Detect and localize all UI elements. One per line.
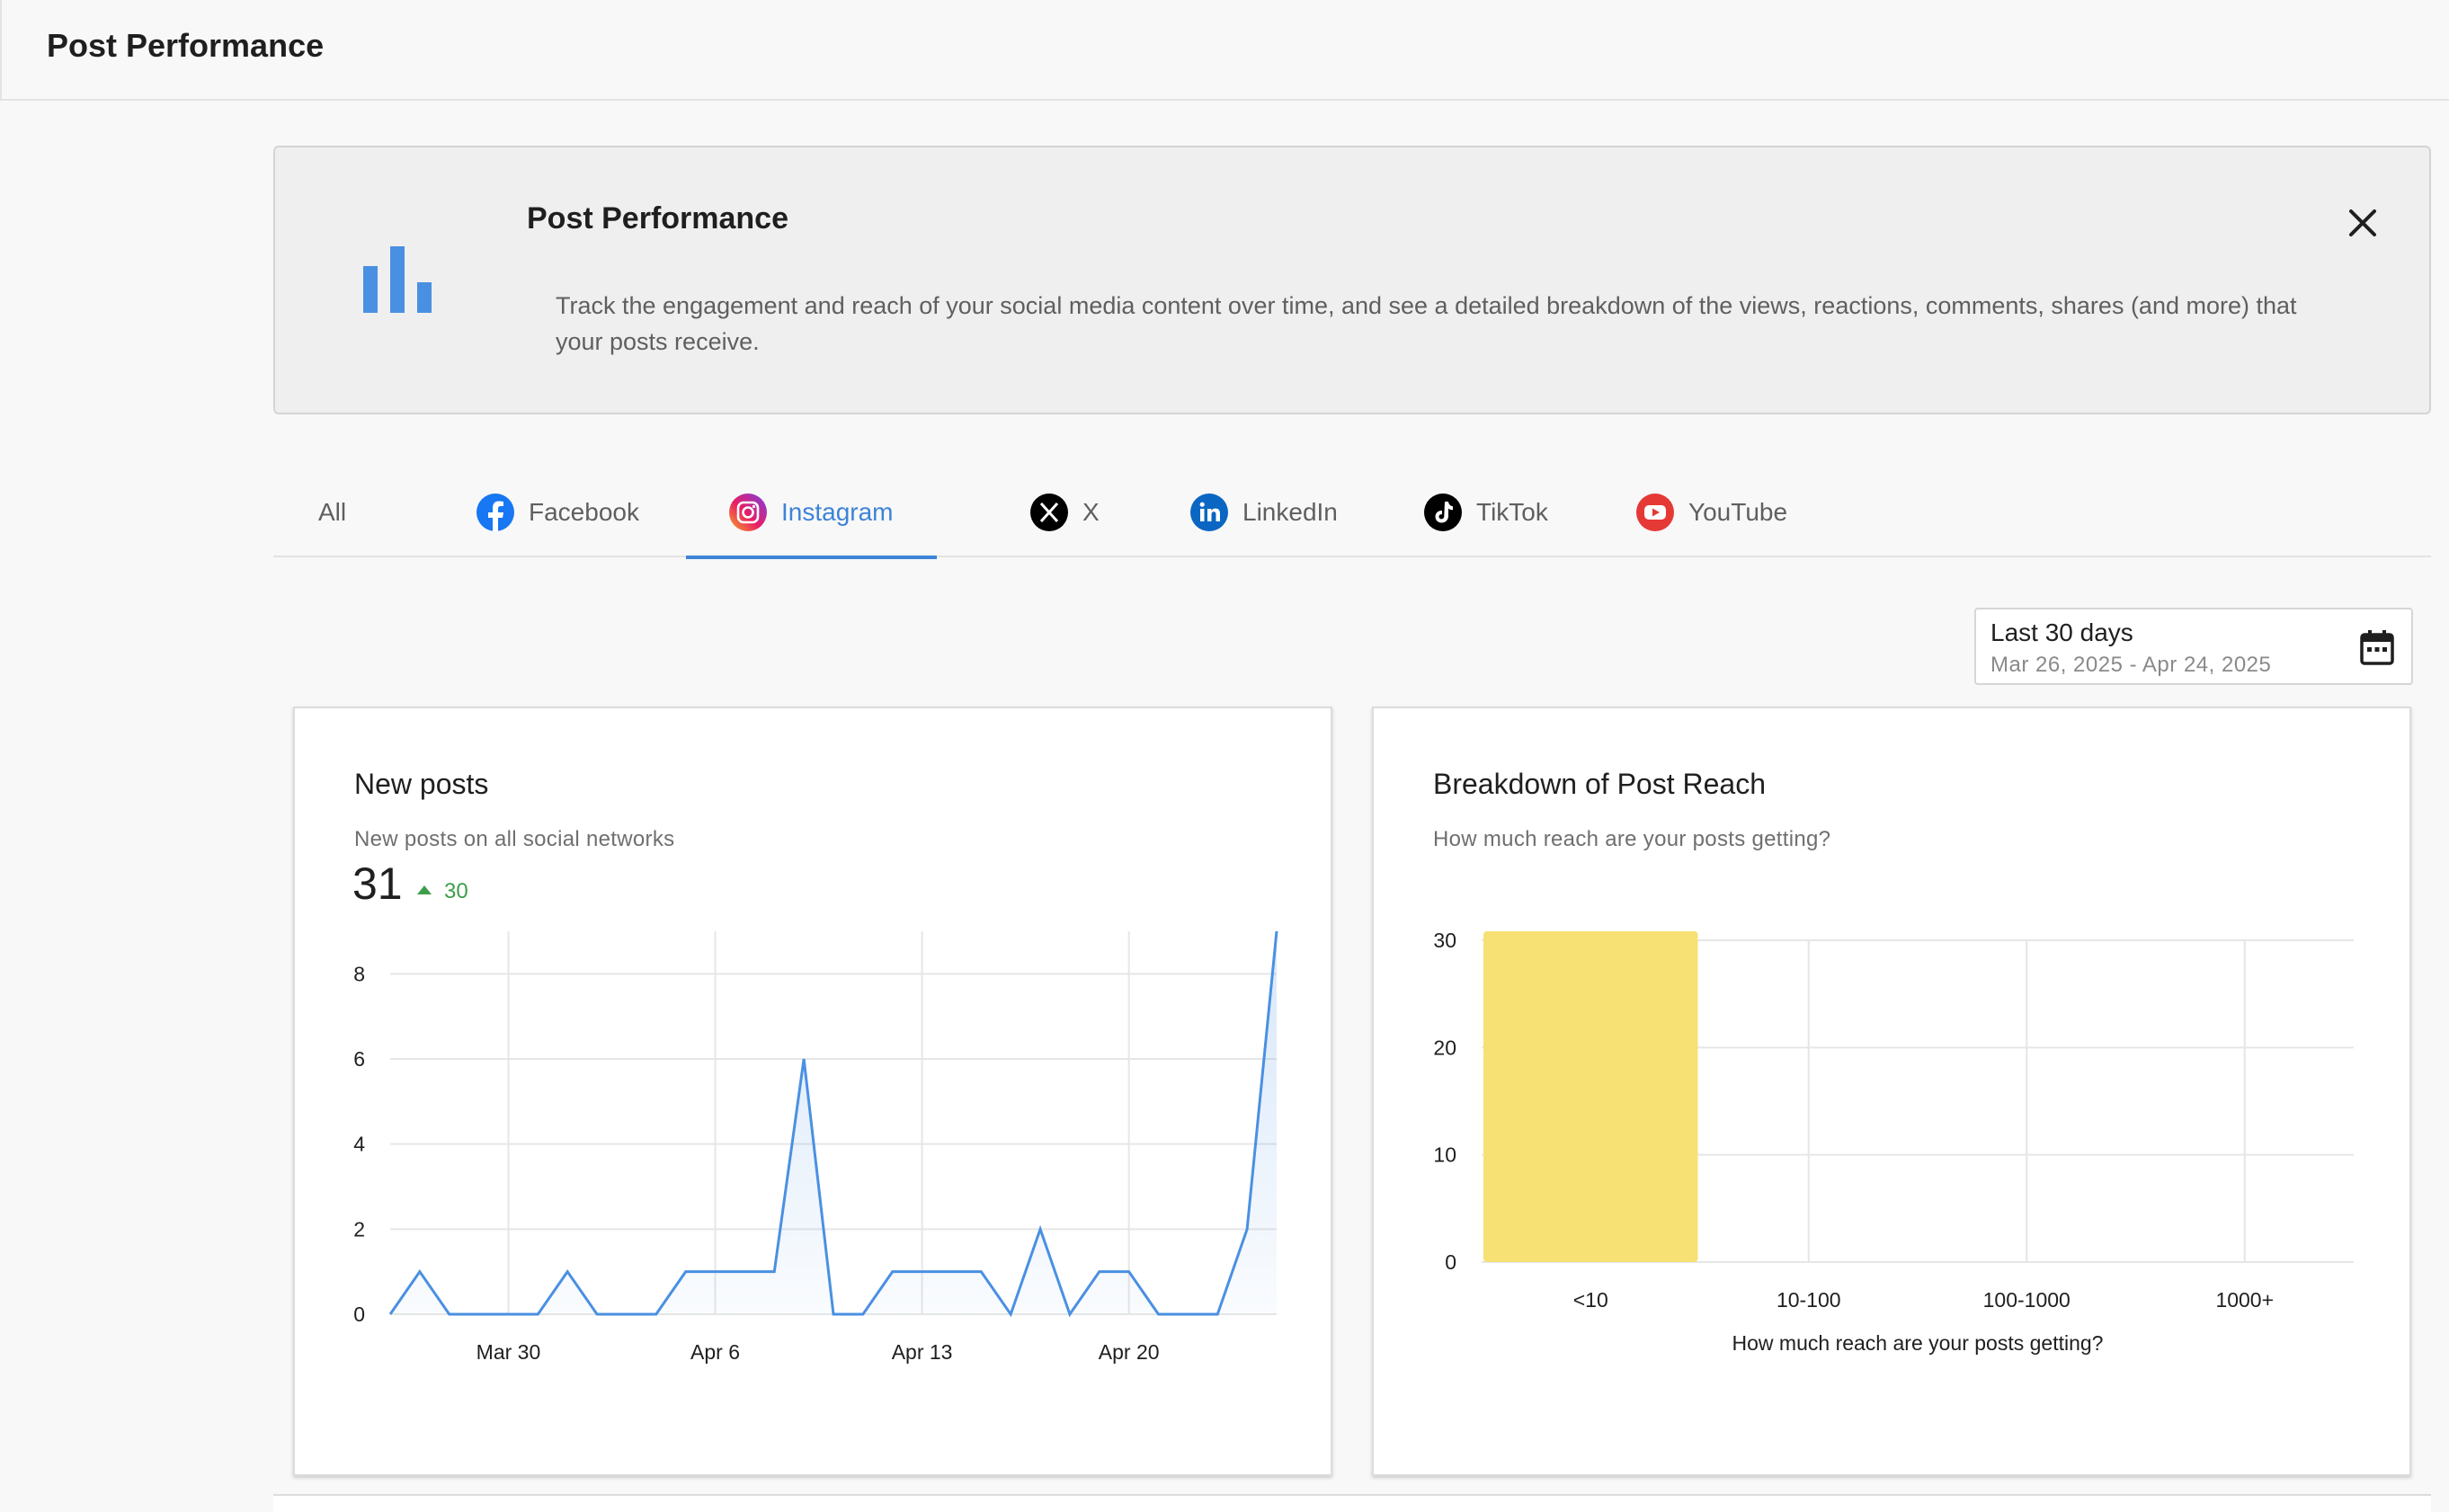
new-posts-subtitle: New posts on all social networks	[354, 827, 675, 851]
series-line	[388, 930, 1278, 1318]
post-reach-bar-chart: 0 10 20 30 <10 10-100 100-1000 1000+ How much re…	[1433, 929, 2354, 1355]
date-range-value: Mar 26, 2025 - Apr 24, 2025	[1990, 653, 2272, 677]
y-tick-label: 8	[353, 962, 365, 985]
next-card-edge	[273, 1494, 2431, 1512]
tab-x[interactable]: X	[985, 467, 1144, 557]
tiktok-icon	[1424, 494, 1462, 531]
new-posts-delta: 30	[417, 879, 468, 904]
x-tick-label: 10-100	[1777, 1288, 1841, 1312]
bar-chart-icon	[363, 246, 432, 313]
x-axis-label: How much reach are your posts getting?	[1732, 1331, 2104, 1355]
trend-up-icon	[417, 885, 432, 894]
calendar-icon	[2360, 630, 2394, 665]
x-tick-label: 100-1000	[1983, 1288, 2071, 1312]
tab-instagram[interactable]: Instagram	[686, 467, 937, 559]
new-posts-delta-value: 30	[444, 879, 468, 903]
x-icon	[1030, 494, 1068, 531]
banner-title: Post Performance	[527, 201, 788, 236]
instagram-icon	[729, 494, 767, 531]
info-banner: Post Performance Track the engagement an…	[273, 146, 2431, 414]
facebook-icon	[476, 494, 514, 531]
tab-youtube[interactable]: YouTube	[1591, 467, 1832, 557]
close-banner-button[interactable]	[2334, 194, 2391, 252]
new-posts-title: New posts	[354, 768, 489, 800]
y-tick-label: 6	[353, 1047, 365, 1071]
post-reach-card: Breakdown of Post Reach How much reach a…	[1372, 707, 2411, 1476]
tab-label: TikTok	[1476, 498, 1548, 526]
y-tick-label: 30	[1433, 929, 1456, 952]
linkedin-icon	[1190, 494, 1228, 531]
x-tick-label: Apr 13	[892, 1340, 953, 1364]
tab-label: Facebook	[529, 498, 639, 526]
y-tick-label: 4	[353, 1133, 365, 1156]
x-tick-label: Apr 6	[690, 1340, 740, 1364]
tab-all[interactable]: All	[273, 467, 391, 557]
new-posts-line-chart: 0 2 4 6 8 Mar 30 Apr 6 Apr 13 Apr 20	[353, 930, 1278, 1364]
tab-tiktok[interactable]: TikTok	[1379, 467, 1593, 557]
date-range-label: Last 30 days	[1990, 618, 2133, 646]
tab-label: Instagram	[781, 498, 894, 526]
tab-label: X	[1082, 498, 1100, 526]
page-title: Post Performance	[47, 27, 325, 64]
x-tick-label: 1000+	[2215, 1288, 2274, 1312]
tab-label: YouTube	[1688, 498, 1788, 526]
youtube-icon	[1636, 494, 1674, 531]
y-tick-label: 0	[353, 1303, 365, 1326]
banner-description: Track the engagement and reach of your s…	[556, 292, 2297, 355]
new-posts-total: 31	[352, 858, 403, 909]
tab-label: LinkedIn	[1242, 498, 1338, 526]
y-tick-label: 10	[1433, 1143, 1456, 1167]
post-reach-title: Breakdown of Post Reach	[1433, 768, 1766, 800]
network-tabs: All Facebook Instagram	[273, 467, 2431, 559]
x-tick-label: <10	[1573, 1288, 1608, 1312]
tab-facebook[interactable]: Facebook	[432, 467, 684, 557]
post-reach-subtitle: How much reach are your posts getting?	[1433, 827, 1831, 851]
y-tick-label: 20	[1433, 1036, 1456, 1059]
reach-bar	[1483, 931, 1698, 1262]
y-tick-label: 2	[353, 1217, 365, 1241]
x-tick-label: Mar 30	[476, 1340, 541, 1364]
close-icon	[2349, 209, 2376, 236]
page-header: Post Performance	[0, 0, 2449, 101]
date-range-picker[interactable]: Last 30 days Mar 26, 2025 - Apr 24, 2025	[1974, 608, 2413, 685]
tab-linkedin[interactable]: LinkedIn	[1145, 467, 1383, 557]
series-area	[390, 931, 1277, 1314]
x-tick-label: Apr 20	[1099, 1340, 1160, 1364]
new-posts-card: New posts New posts on all social networ…	[293, 707, 1332, 1476]
y-tick-label: 0	[1445, 1250, 1456, 1274]
tab-label: All	[318, 498, 347, 526]
